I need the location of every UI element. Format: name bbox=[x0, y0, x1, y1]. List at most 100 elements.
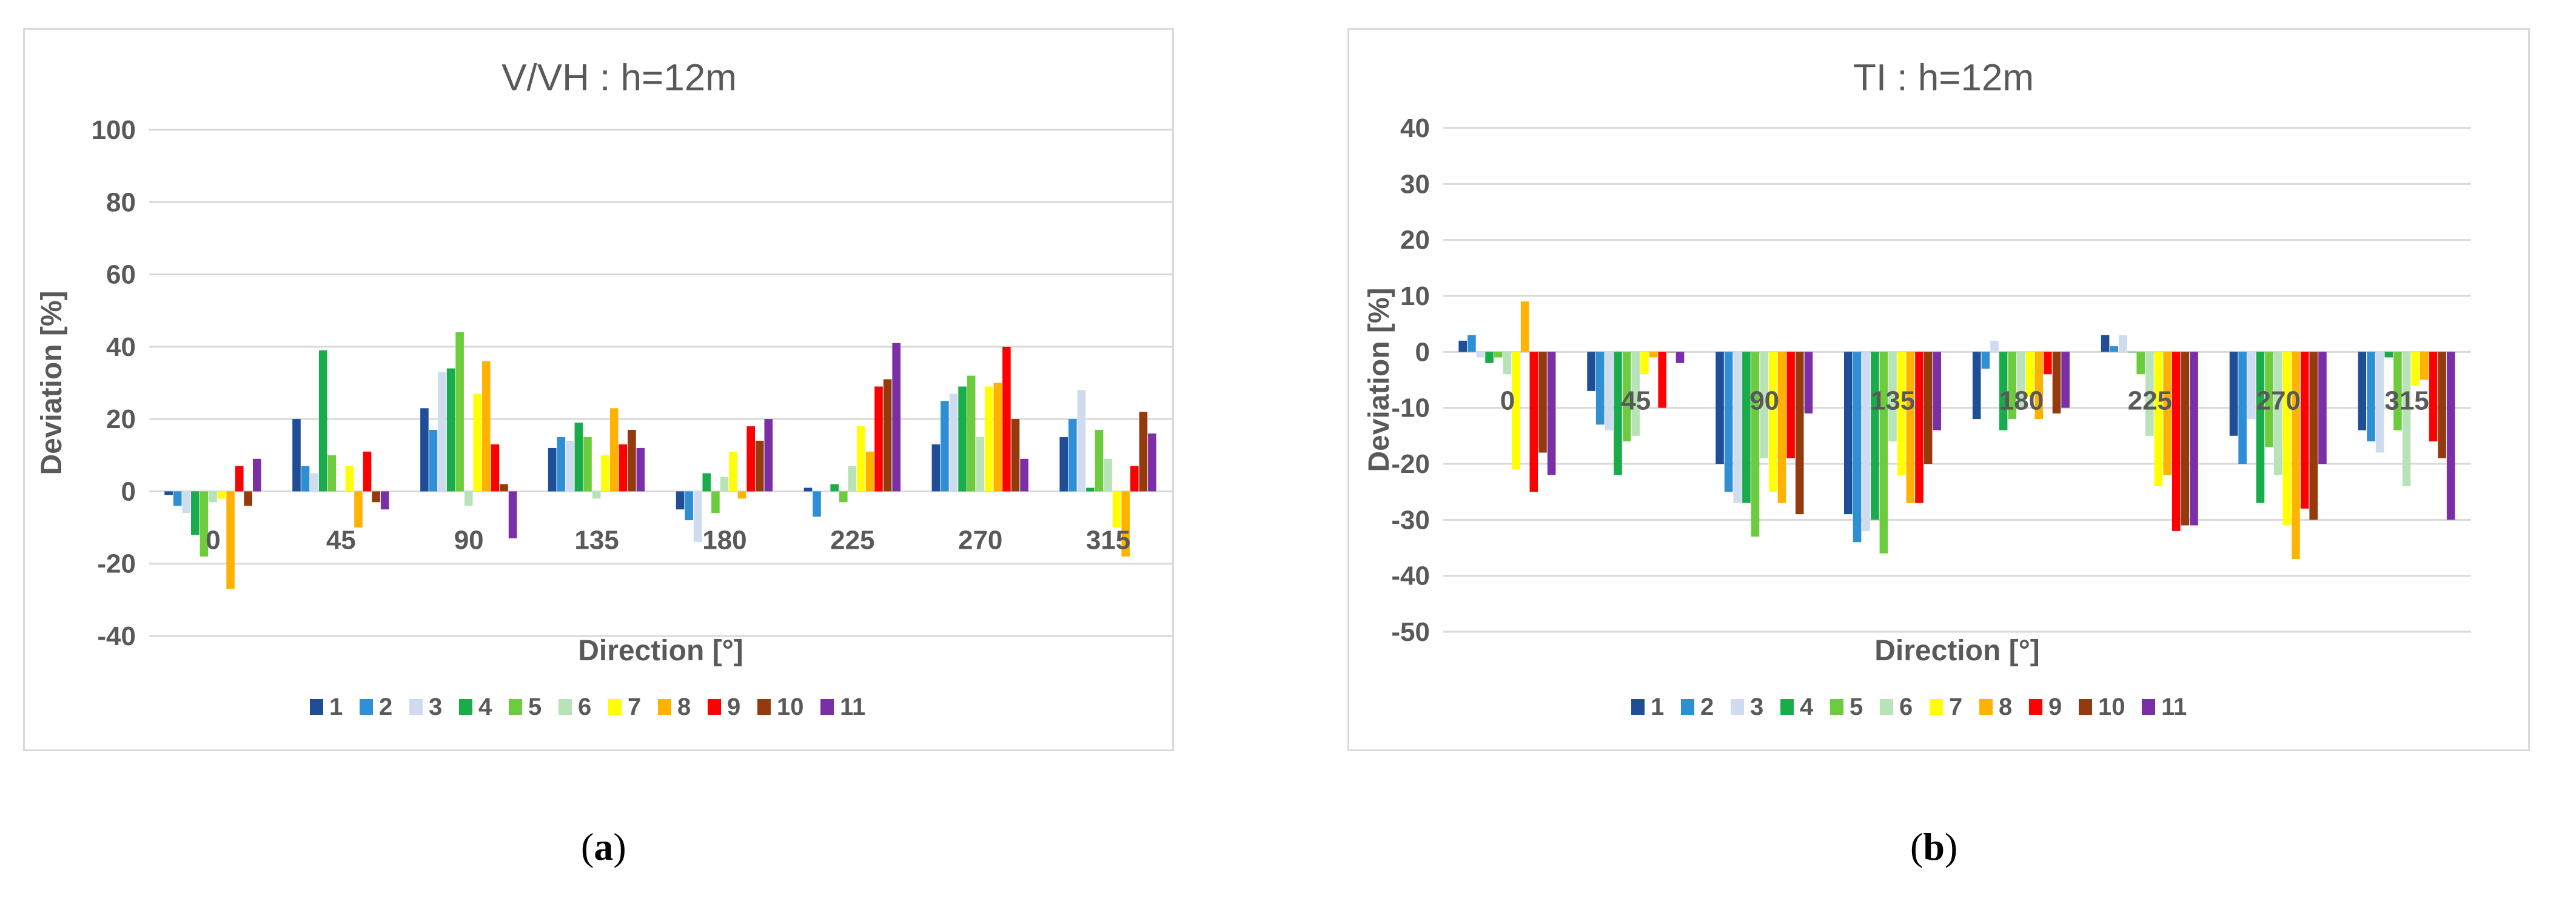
chart-a-legend-swatch bbox=[509, 699, 522, 715]
chart-b-bar bbox=[1485, 352, 1494, 363]
chart-b-legend-label: 4 bbox=[1800, 694, 1814, 720]
chart-a-x-tick-label: 90 bbox=[454, 525, 484, 555]
chart-b-legend-swatch bbox=[1830, 699, 1843, 715]
chart-b-bar bbox=[2181, 352, 2190, 526]
chart-a-legend-swatch bbox=[558, 699, 572, 715]
chart-a-y-tick-label: -20 bbox=[97, 549, 136, 579]
chart-a-bar bbox=[1020, 458, 1028, 492]
chart-b-bar bbox=[1733, 352, 1742, 503]
chart-a-x-tick-label: 45 bbox=[326, 525, 356, 555]
chart-a-bar bbox=[438, 372, 446, 492]
chart-a-legend-label: 8 bbox=[677, 694, 691, 720]
chart-b-legend-label: 6 bbox=[1899, 694, 1913, 720]
chart-b-bar bbox=[1716, 352, 1724, 464]
chart-b-bar bbox=[1587, 352, 1595, 391]
chart-b-bar bbox=[2438, 352, 2446, 458]
chart-a-bar bbox=[583, 437, 592, 492]
chart-a-x-axis-title: Direction [°] bbox=[578, 635, 743, 667]
chart-b-bar bbox=[1999, 352, 2008, 430]
chart-b-bar bbox=[2247, 352, 2256, 420]
chart-a-x-tick-label: 180 bbox=[702, 525, 746, 555]
chart-a-bar bbox=[508, 491, 517, 538]
chart-a-legend-label: 5 bbox=[528, 694, 542, 720]
chart-b-x-tick-label: 45 bbox=[1621, 386, 1651, 415]
chart-b-bar bbox=[2292, 352, 2300, 559]
chart-b-bar bbox=[1853, 352, 1862, 543]
chart-a-legend-label: 4 bbox=[478, 694, 492, 720]
chart-a-legend-swatch bbox=[820, 699, 834, 715]
chart-a-legend-label: 1 bbox=[329, 694, 343, 720]
chart-b-y-tick-label: -40 bbox=[1391, 561, 1430, 591]
chart-a-bar bbox=[482, 361, 491, 492]
caption-a: (a) bbox=[581, 825, 626, 869]
chart-b-bar bbox=[1467, 335, 1476, 352]
chart-a-bar bbox=[676, 491, 685, 510]
chart-a-bar bbox=[1077, 390, 1086, 492]
chart-a-bar bbox=[619, 444, 628, 492]
chart-a-bar bbox=[345, 466, 354, 492]
chart-a-y-tick-label: -40 bbox=[97, 621, 136, 651]
chart-b-bar bbox=[1972, 352, 1981, 420]
chart-b-bar bbox=[2411, 352, 2420, 386]
chart-a-bar bbox=[226, 491, 235, 589]
chart-b-legend-label: 3 bbox=[1750, 694, 1763, 720]
chart-b-bar bbox=[1605, 352, 1614, 430]
chart-b-legend-swatch bbox=[1731, 699, 1744, 715]
chart-a-x-tick-label: 0 bbox=[206, 525, 220, 555]
chart-a-bar bbox=[164, 491, 173, 495]
chart-b-y-tick-label: -20 bbox=[1391, 449, 1430, 479]
chart-a-bar bbox=[1086, 487, 1095, 492]
chart-a-x-tick-label: 270 bbox=[958, 525, 1002, 555]
chart-a-bar bbox=[993, 383, 1002, 492]
chart-a-bar bbox=[1095, 430, 1104, 492]
chart-b-legend-label: 5 bbox=[1850, 694, 1863, 720]
chart-b-bar bbox=[2145, 352, 2154, 436]
chart-b-bar bbox=[2008, 352, 2017, 420]
chart-b-bar bbox=[2273, 352, 2283, 475]
chart-a-x-tick-label: 135 bbox=[574, 525, 619, 555]
chart-a-y-tick-label: 0 bbox=[121, 477, 136, 506]
chart-b-legend-label: 11 bbox=[2161, 694, 2187, 720]
chart-a-bar bbox=[892, 343, 901, 492]
chart-b-bar bbox=[1888, 352, 1897, 441]
chart-b-bar bbox=[1595, 352, 1605, 425]
chart-a-bar bbox=[1130, 466, 1139, 492]
chart-a-title: V/VH : h=12m bbox=[501, 57, 737, 99]
chart-b-legend-swatch bbox=[1631, 699, 1645, 715]
chart-b-legend-swatch bbox=[1979, 699, 1993, 715]
chart-b-legend-swatch bbox=[1930, 699, 1943, 715]
chart-b-bar bbox=[1476, 352, 1485, 358]
chart-b-bar bbox=[1529, 352, 1538, 492]
chart-a-y-tick-label: 80 bbox=[106, 187, 136, 217]
chart-b-bar bbox=[2265, 352, 2273, 447]
chart-b-bar bbox=[1520, 301, 1529, 352]
chart-b-bar bbox=[2309, 352, 2318, 520]
chart-b-bar bbox=[1640, 352, 1649, 375]
chart-a-y-axis-title: Deviation [%] bbox=[36, 290, 68, 475]
chart-a-bar bbox=[883, 379, 892, 492]
chart-b-y-tick-label: 20 bbox=[1400, 226, 1430, 255]
chart-b-y-tick-label: -30 bbox=[1391, 505, 1430, 535]
chart-a-bar bbox=[874, 386, 883, 492]
chart-a-bar bbox=[941, 401, 949, 492]
chart-a-bar bbox=[566, 440, 574, 492]
chart-a-bar bbox=[636, 447, 645, 492]
chart-a-bar bbox=[857, 426, 865, 492]
chart-a-bar bbox=[191, 491, 200, 535]
chart-b-bar bbox=[1844, 352, 1853, 515]
chart-a-y-tick-label: 20 bbox=[106, 404, 136, 434]
chart-a-legend-swatch bbox=[409, 699, 423, 715]
chart-a-legend-swatch bbox=[459, 699, 472, 715]
chart-b-bar bbox=[1862, 352, 1870, 531]
chart-a-bar bbox=[473, 393, 482, 492]
chart-b-bar bbox=[1614, 352, 1622, 475]
chart-a-bar bbox=[337, 491, 345, 492]
chart-b-bar bbox=[2318, 352, 2327, 464]
chart-a-bar bbox=[729, 451, 737, 492]
chart-a-legend-label: 6 bbox=[578, 694, 591, 720]
chart-a-bar bbox=[1112, 491, 1121, 527]
chart-b-y-tick-label: 0 bbox=[1415, 337, 1430, 367]
chart-a-bar bbox=[685, 491, 693, 521]
chart-b-bar bbox=[2446, 352, 2455, 520]
